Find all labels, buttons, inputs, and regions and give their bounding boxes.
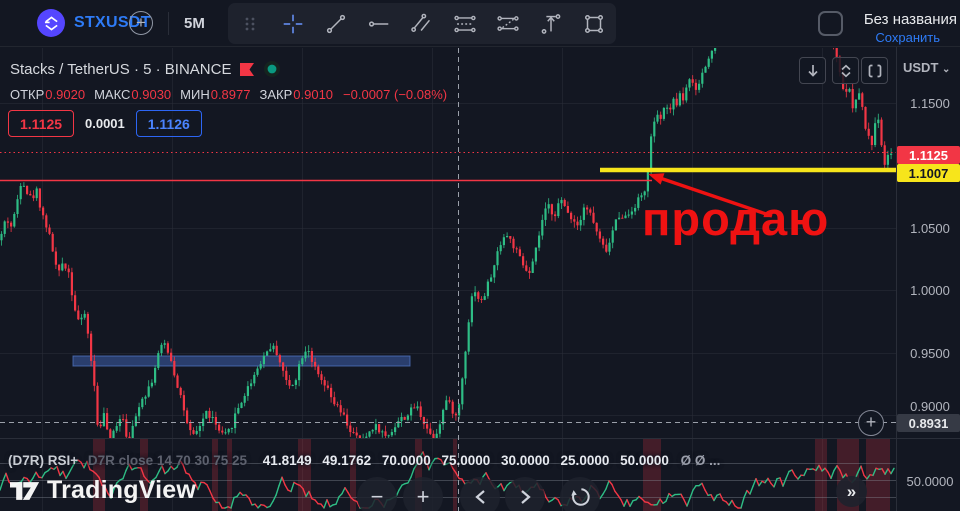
indicator-name: (D7R) RSI+ bbox=[8, 453, 79, 468]
scroll-right-button[interactable] bbox=[505, 477, 545, 511]
close-value: 0.9010 bbox=[293, 87, 334, 102]
rectangle-tool-icon[interactable] bbox=[572, 3, 615, 44]
buy-button[interactable]: 1.1126 bbox=[135, 110, 202, 137]
tradingview-logo[interactable]: TradingView bbox=[10, 476, 196, 505]
sell-annotation-text[interactable]: продаю bbox=[642, 192, 830, 245]
toolbar-divider bbox=[168, 12, 169, 35]
price-tick[interactable]: 1.1500 bbox=[910, 96, 950, 111]
bid-ask-row: 1.1125 0.0001 1.1126 bbox=[8, 110, 202, 137]
ohlc-row: ОТКР 0.9020 МАКС 0.9030 МИН 0.8977 ЗАКР 0.90… bbox=[10, 87, 447, 102]
price-tick[interactable]: 1.0000 bbox=[910, 283, 950, 298]
symbol-description: Stacks / TetherUS · 5 · BINANCE bbox=[10, 60, 232, 78]
tradingview-mark-icon bbox=[10, 481, 40, 500]
spread-value: 0.0001 bbox=[85, 116, 125, 131]
low-label: МИН bbox=[180, 87, 210, 102]
high-value: 0.9030 bbox=[131, 87, 172, 102]
horizontal-ray-tool-icon[interactable] bbox=[357, 3, 400, 44]
zoom-in-button[interactable]: + bbox=[403, 477, 443, 511]
price-tick[interactable]: 0.9000 bbox=[910, 399, 950, 414]
show-more-panes-button[interactable]: » bbox=[836, 476, 867, 507]
scroll-to-realtime-button[interactable] bbox=[799, 57, 826, 84]
change-value: −0.0007 (−0.08%) bbox=[343, 87, 448, 102]
chevron-down-icon: ⌄ bbox=[942, 64, 951, 75]
parallel-channel-tool-icon[interactable] bbox=[400, 3, 443, 44]
fib-retracement-tool-icon[interactable] bbox=[443, 3, 486, 44]
reset-chart-button[interactable] bbox=[560, 477, 600, 511]
top-toolbar: STXUSDT + 5M bbox=[0, 0, 960, 47]
chart-legend-title[interactable]: Stacks / TetherUS · 5 · BINANCE bbox=[10, 60, 281, 78]
flag-icon[interactable] bbox=[239, 62, 255, 77]
maximize-pane-button[interactable] bbox=[861, 57, 888, 84]
layout-title[interactable]: Без названия bbox=[863, 11, 957, 28]
indicator-params: D7R close 14 70 30 75 25 bbox=[87, 453, 248, 468]
layout-checkbox[interactable] bbox=[818, 11, 843, 36]
stacks-logo-icon bbox=[37, 9, 65, 37]
price-tick[interactable]: 1.0500 bbox=[910, 221, 950, 236]
crosshair-price-badge: 0.8931 bbox=[897, 414, 960, 432]
drawing-toolbar bbox=[228, 3, 616, 44]
save-link[interactable]: Сохранить bbox=[875, 30, 940, 45]
long-position-tool-icon[interactable] bbox=[529, 3, 572, 44]
crosshair-tool-icon[interactable] bbox=[271, 3, 314, 44]
tradingview-wordmark: TradingView bbox=[47, 476, 197, 504]
scroll-left-button[interactable] bbox=[460, 477, 500, 511]
last-price-badge: 1.1125 bbox=[897, 146, 960, 164]
compare-add-icon[interactable]: + bbox=[129, 11, 153, 35]
collapse-pane-button[interactable] bbox=[832, 57, 859, 84]
fib-channel-tool-icon[interactable] bbox=[486, 3, 529, 44]
close-label: ЗАКР bbox=[259, 87, 293, 102]
market-status-icon[interactable] bbox=[263, 60, 281, 78]
drag-handle-icon[interactable] bbox=[228, 3, 271, 44]
rsi-tick[interactable]: 50.0000 bbox=[906, 474, 954, 489]
price-axis-divider bbox=[896, 47, 897, 511]
add-order-icon[interactable]: + bbox=[858, 410, 884, 436]
zoom-out-button[interactable]: − bbox=[357, 477, 397, 511]
open-label: ОТКР bbox=[10, 87, 45, 102]
yellow-level-badge: 1.1007 bbox=[897, 164, 960, 182]
open-value: 0.9020 bbox=[45, 87, 86, 102]
currency-selector[interactable]: USDT ⌄ bbox=[903, 60, 951, 75]
high-label: МАКС bbox=[94, 87, 131, 102]
price-tick[interactable]: 0.9500 bbox=[910, 346, 950, 361]
trend-line-tool-icon[interactable] bbox=[314, 3, 357, 44]
low-value: 0.8977 bbox=[210, 87, 251, 102]
indicator-legend[interactable]: (D7R) RSI+ D7R close 14 70 30 75 25 41.8… bbox=[8, 453, 720, 468]
timeframe-selector[interactable]: 5M bbox=[184, 15, 205, 32]
indicator-values: 41.8149 49.1762 70.0000 75.0000 30.0000 … bbox=[262, 453, 669, 468]
sell-button[interactable]: 1.1125 bbox=[8, 110, 74, 137]
indicator-extra-values: Ø Ø ... bbox=[680, 453, 721, 468]
